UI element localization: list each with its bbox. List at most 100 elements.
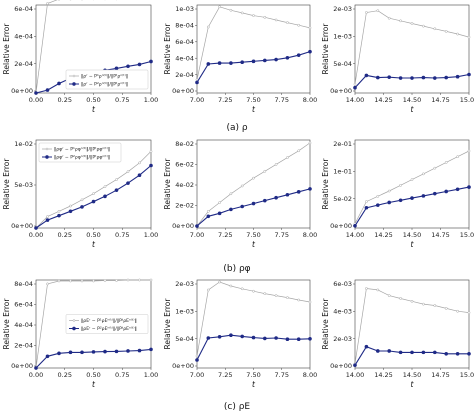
data-point-gray: [387, 189, 391, 193]
y-tick-label: 6e-04: [14, 5, 33, 13]
data-point-gray: [376, 288, 380, 292]
legend-label: ‖ρEʳ − P¹ρEⁿ⁽ᵗ⁾‖/‖PᵗρEⁿ⁽ᵗ⁾‖: [81, 318, 137, 324]
y-tick-label: 4e-02: [175, 181, 194, 189]
chart-panel-2-0: 0.00 0.25 0.50 0.75 1.00 0e+00 2e-04 4e-04 6e-04…: [2, 278, 158, 389]
y-tick-label: 8e-02: [175, 140, 194, 148]
data-point-blue: [103, 194, 107, 199]
data-point-blue: [195, 224, 199, 228]
y-axis-label: Relative Error: [321, 158, 330, 210]
data-point-blue: [433, 191, 437, 196]
data-point-blue: [455, 352, 460, 356]
x-tick-label: 14.50: [403, 231, 422, 239]
data-point-gray: [467, 35, 471, 39]
data-point-gray: [218, 201, 221, 204]
data-point-gray: [206, 210, 210, 213]
data-point-blue: [91, 350, 96, 354]
data-point-gray: [297, 23, 301, 27]
data-point-blue: [421, 194, 426, 198]
x-tick-label: 1.00: [144, 231, 158, 239]
legend-label: ‖ρφʳ − P²ρφⁿ⁽ᵗ⁾‖/‖Pᵗρφⁿ⁽ᵗ⁾‖: [54, 155, 110, 161]
series-line-gray: [35, 0, 58, 94]
data-point-blue: [137, 62, 142, 67]
data-point-gray: [252, 14, 255, 17]
legend-label: ‖ρʳ − P¹ρⁿ⁽ᵗ⁾‖/‖Pᵗρⁿ⁽ᵗ⁾‖: [81, 74, 128, 80]
data-point-blue: [263, 336, 267, 341]
plot-area: [354, 279, 470, 369]
data-point-blue: [217, 335, 222, 339]
data-point-blue: [455, 187, 460, 192]
data-point-blue: [308, 187, 312, 191]
y-tick-label: 6e-03: [333, 280, 352, 288]
legend-label: ‖ρEʳ − P²ρEⁿ⁽ᵗ⁾‖/‖PᵗρEⁿ⁽ᵗ⁾‖: [81, 326, 137, 332]
y-tick-label: 1e-03: [175, 5, 194, 13]
x-tick-label: 8.00: [303, 371, 317, 379]
x-tick-label: 7.50: [246, 231, 260, 239]
data-point-blue: [137, 348, 142, 353]
plot-area: [196, 279, 311, 369]
y-tick-label: 4e-04: [14, 33, 33, 41]
x-tick-label: 7.00: [190, 96, 204, 104]
chart-panel-2-2: 14.00 14.25 14.50 14.75 15.00 0e+00 2e-03 4e-03…: [321, 279, 474, 389]
data-point-blue: [296, 337, 301, 342]
x-tick-label: 7.00: [190, 371, 204, 379]
legend-box: [38, 142, 122, 163]
chart-panel-0-2: 14.00 14.25 14.50 14.75 15.00 0e+00 5e-04 1e-03…: [321, 4, 474, 114]
data-point-gray: [92, 279, 95, 283]
legend-swatch-marker: [45, 147, 49, 151]
x-tick-label: 0.50: [86, 371, 100, 379]
y-tick-label: 5e-03: [14, 181, 33, 189]
data-point-blue: [285, 192, 290, 197]
data-point-blue: [444, 189, 449, 194]
data-point-gray: [365, 200, 368, 203]
x-tick-label: 7.75: [275, 371, 289, 379]
data-point-blue: [285, 337, 290, 342]
data-point-blue: [308, 49, 312, 54]
x-axis-label: t: [92, 105, 96, 114]
data-point-gray: [376, 194, 380, 198]
data-point-gray: [297, 298, 301, 302]
data-point-blue: [251, 59, 256, 64]
data-point-gray: [240, 287, 244, 291]
legend: ‖ρEʳ − P¹ρEⁿ⁽ᵗ⁾‖/‖PᵗρEⁿ⁽ᵗ⁾‖ ‖ρEʳ − P²ρEⁿ⁽…: [65, 314, 149, 334]
x-tick-label: 0.75: [115, 371, 129, 379]
x-tick-label: 14.25: [374, 96, 393, 104]
data-point-gray: [126, 170, 130, 174]
data-point-gray: [240, 11, 244, 15]
x-tick-label: 8.00: [303, 231, 317, 239]
legend-box: [65, 314, 149, 334]
x-tick-label: 14.75: [431, 371, 450, 379]
data-point-gray: [263, 292, 267, 295]
data-point-gray: [456, 309, 459, 313]
y-tick-label: 0e+00: [11, 222, 33, 230]
y-tick-label: 0e+00: [11, 362, 33, 370]
y-tick-label: 1e-01: [333, 168, 352, 176]
x-tick-label: 0.25: [58, 371, 72, 379]
chart-panel-2-1: 7.00 7.25 7.50 7.75 8.00 0e+00 5e-04 1e-03 2e-03…: [163, 279, 317, 389]
data-point-blue: [444, 352, 449, 356]
data-point-blue: [398, 198, 403, 203]
data-point-gray: [115, 279, 118, 282]
chart-panel-1-2: 14.00 14.25 14.50 14.75 15.00 0e+00 5e-02 1e-01…: [321, 139, 474, 249]
data-point-gray: [195, 354, 199, 358]
chart-panel-0-0: 0.00 0.25 0.50 0.75 1.00 0e+00 2e-04 4e-04 6e-04…: [2, 0, 158, 114]
data-point-blue: [353, 224, 357, 228]
y-axis-label: Relative Error: [2, 158, 11, 210]
data-point-blue: [251, 335, 256, 340]
data-point-blue: [240, 334, 244, 339]
plot-area: [354, 139, 470, 229]
data-point-blue: [364, 73, 369, 78]
data-point-blue: [387, 349, 392, 353]
chart-panel-0-1: 7.00 7.25 7.50 7.75 8.00 0e+00 2e-04 4e-04 6e-04…: [163, 4, 317, 114]
data-point-gray: [410, 22, 414, 25]
chart-panel-1-1: 7.00 7.25 7.50 7.75 8.00 0e+00 2e-02 4e-02 6e-02…: [163, 139, 317, 249]
x-tick-label: 14.25: [374, 371, 393, 379]
x-tick-label: 7.00: [190, 231, 204, 239]
data-point-blue: [263, 58, 267, 63]
data-point-blue: [285, 56, 290, 60]
data-point-gray: [433, 166, 437, 170]
x-tick-label: 14.50: [403, 96, 422, 104]
legend: ‖ρʳ − P¹ρⁿ⁽ᵗ⁾‖/‖Pᵗρⁿ⁽ᵗ⁾‖ ‖ρʳ − P²ρⁿ⁽ᵗ⁾‖/‖…: [65, 69, 149, 90]
data-point-gray: [286, 296, 289, 299]
data-point-gray: [467, 311, 471, 314]
